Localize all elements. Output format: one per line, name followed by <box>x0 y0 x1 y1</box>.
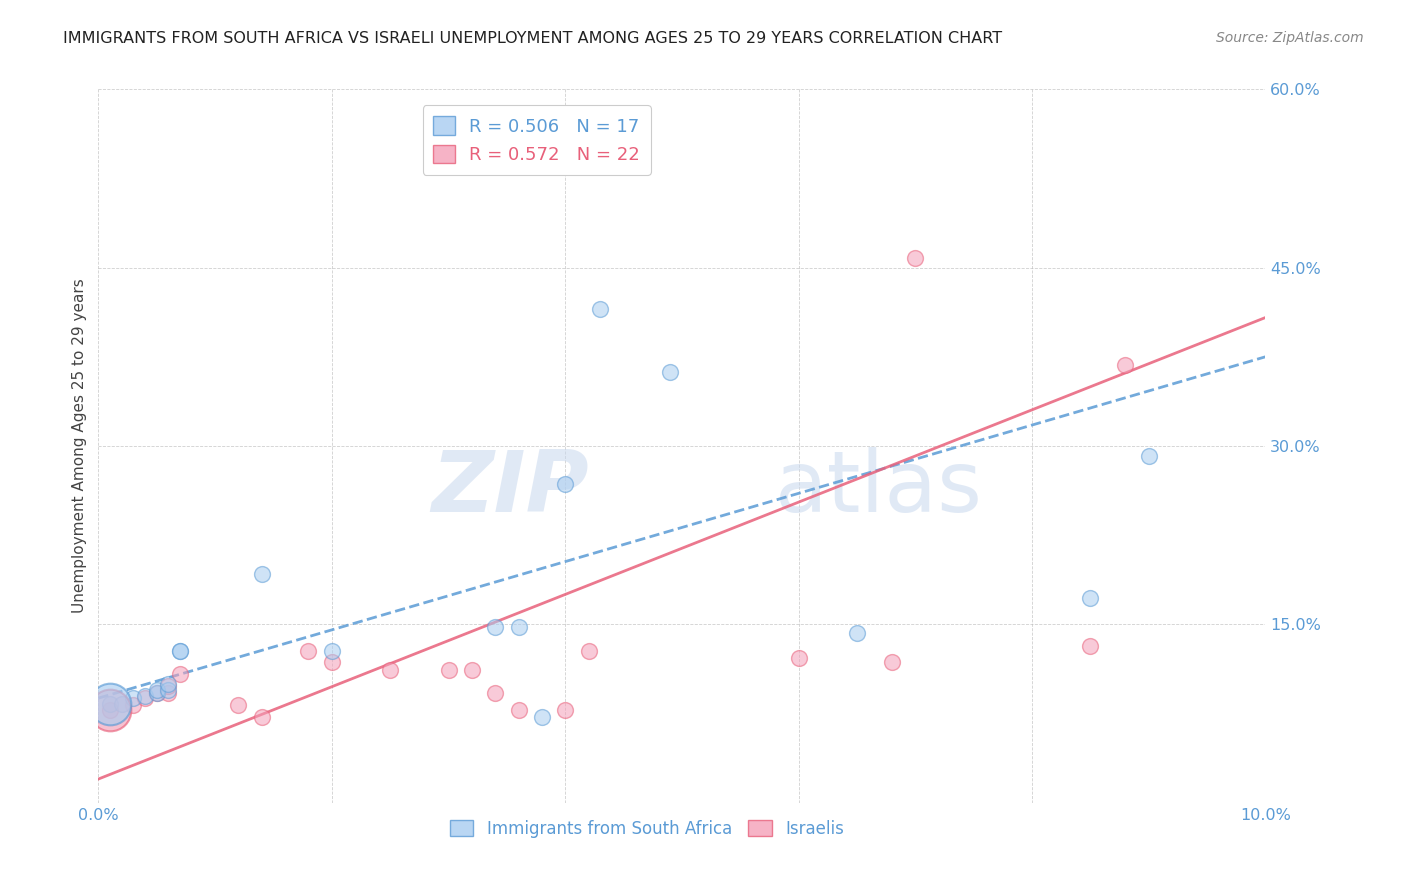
Point <box>157 686 180 700</box>
Point <box>134 689 156 703</box>
Point <box>157 679 180 693</box>
Point <box>146 686 169 700</box>
Y-axis label: Unemployment Among Ages 25 to 29 years: Unemployment Among Ages 25 to 29 years <box>72 278 87 614</box>
Point <box>1114 358 1136 372</box>
Point <box>1080 591 1102 606</box>
Point <box>659 365 682 379</box>
Point <box>380 663 402 677</box>
Point <box>880 656 903 670</box>
Point <box>122 691 145 706</box>
Point <box>554 477 576 491</box>
Point <box>111 697 134 711</box>
Point <box>589 302 612 317</box>
Legend: Immigrants from South Africa, Israelis: Immigrants from South Africa, Israelis <box>443 814 851 845</box>
Point <box>600 144 623 158</box>
Text: IMMIGRANTS FROM SOUTH AFRICA VS ISRAELI UNEMPLOYMENT AMONG AGES 25 TO 29 YEARS C: IMMIGRANTS FROM SOUTH AFRICA VS ISRAELI … <box>63 31 1002 46</box>
Point <box>787 650 810 665</box>
Point <box>157 677 180 691</box>
Point <box>98 697 121 711</box>
Point <box>461 663 484 677</box>
Point <box>554 703 576 717</box>
Text: Source: ZipAtlas.com: Source: ZipAtlas.com <box>1216 31 1364 45</box>
Point <box>228 698 250 713</box>
Point <box>846 625 869 640</box>
Point <box>437 663 460 677</box>
Point <box>904 251 927 265</box>
Point <box>169 643 191 657</box>
Point <box>169 667 191 681</box>
Point <box>146 686 169 700</box>
Point <box>321 643 343 657</box>
Point <box>157 682 180 697</box>
Point <box>146 682 169 697</box>
Point <box>1137 449 1160 463</box>
Point <box>508 620 530 634</box>
Point <box>578 643 600 657</box>
Point <box>98 703 121 717</box>
Point <box>321 656 343 670</box>
Point <box>98 703 121 717</box>
Point <box>134 691 156 706</box>
Point <box>169 643 191 657</box>
Point <box>122 698 145 713</box>
Point <box>297 643 319 657</box>
Point <box>98 697 121 711</box>
Text: atlas: atlas <box>775 447 983 531</box>
Point <box>250 567 273 582</box>
Point <box>508 703 530 717</box>
Text: ZIP: ZIP <box>430 447 589 531</box>
Point <box>530 710 553 724</box>
Point <box>1080 639 1102 653</box>
Point <box>484 620 506 634</box>
Point <box>250 710 273 724</box>
Point <box>484 686 506 700</box>
